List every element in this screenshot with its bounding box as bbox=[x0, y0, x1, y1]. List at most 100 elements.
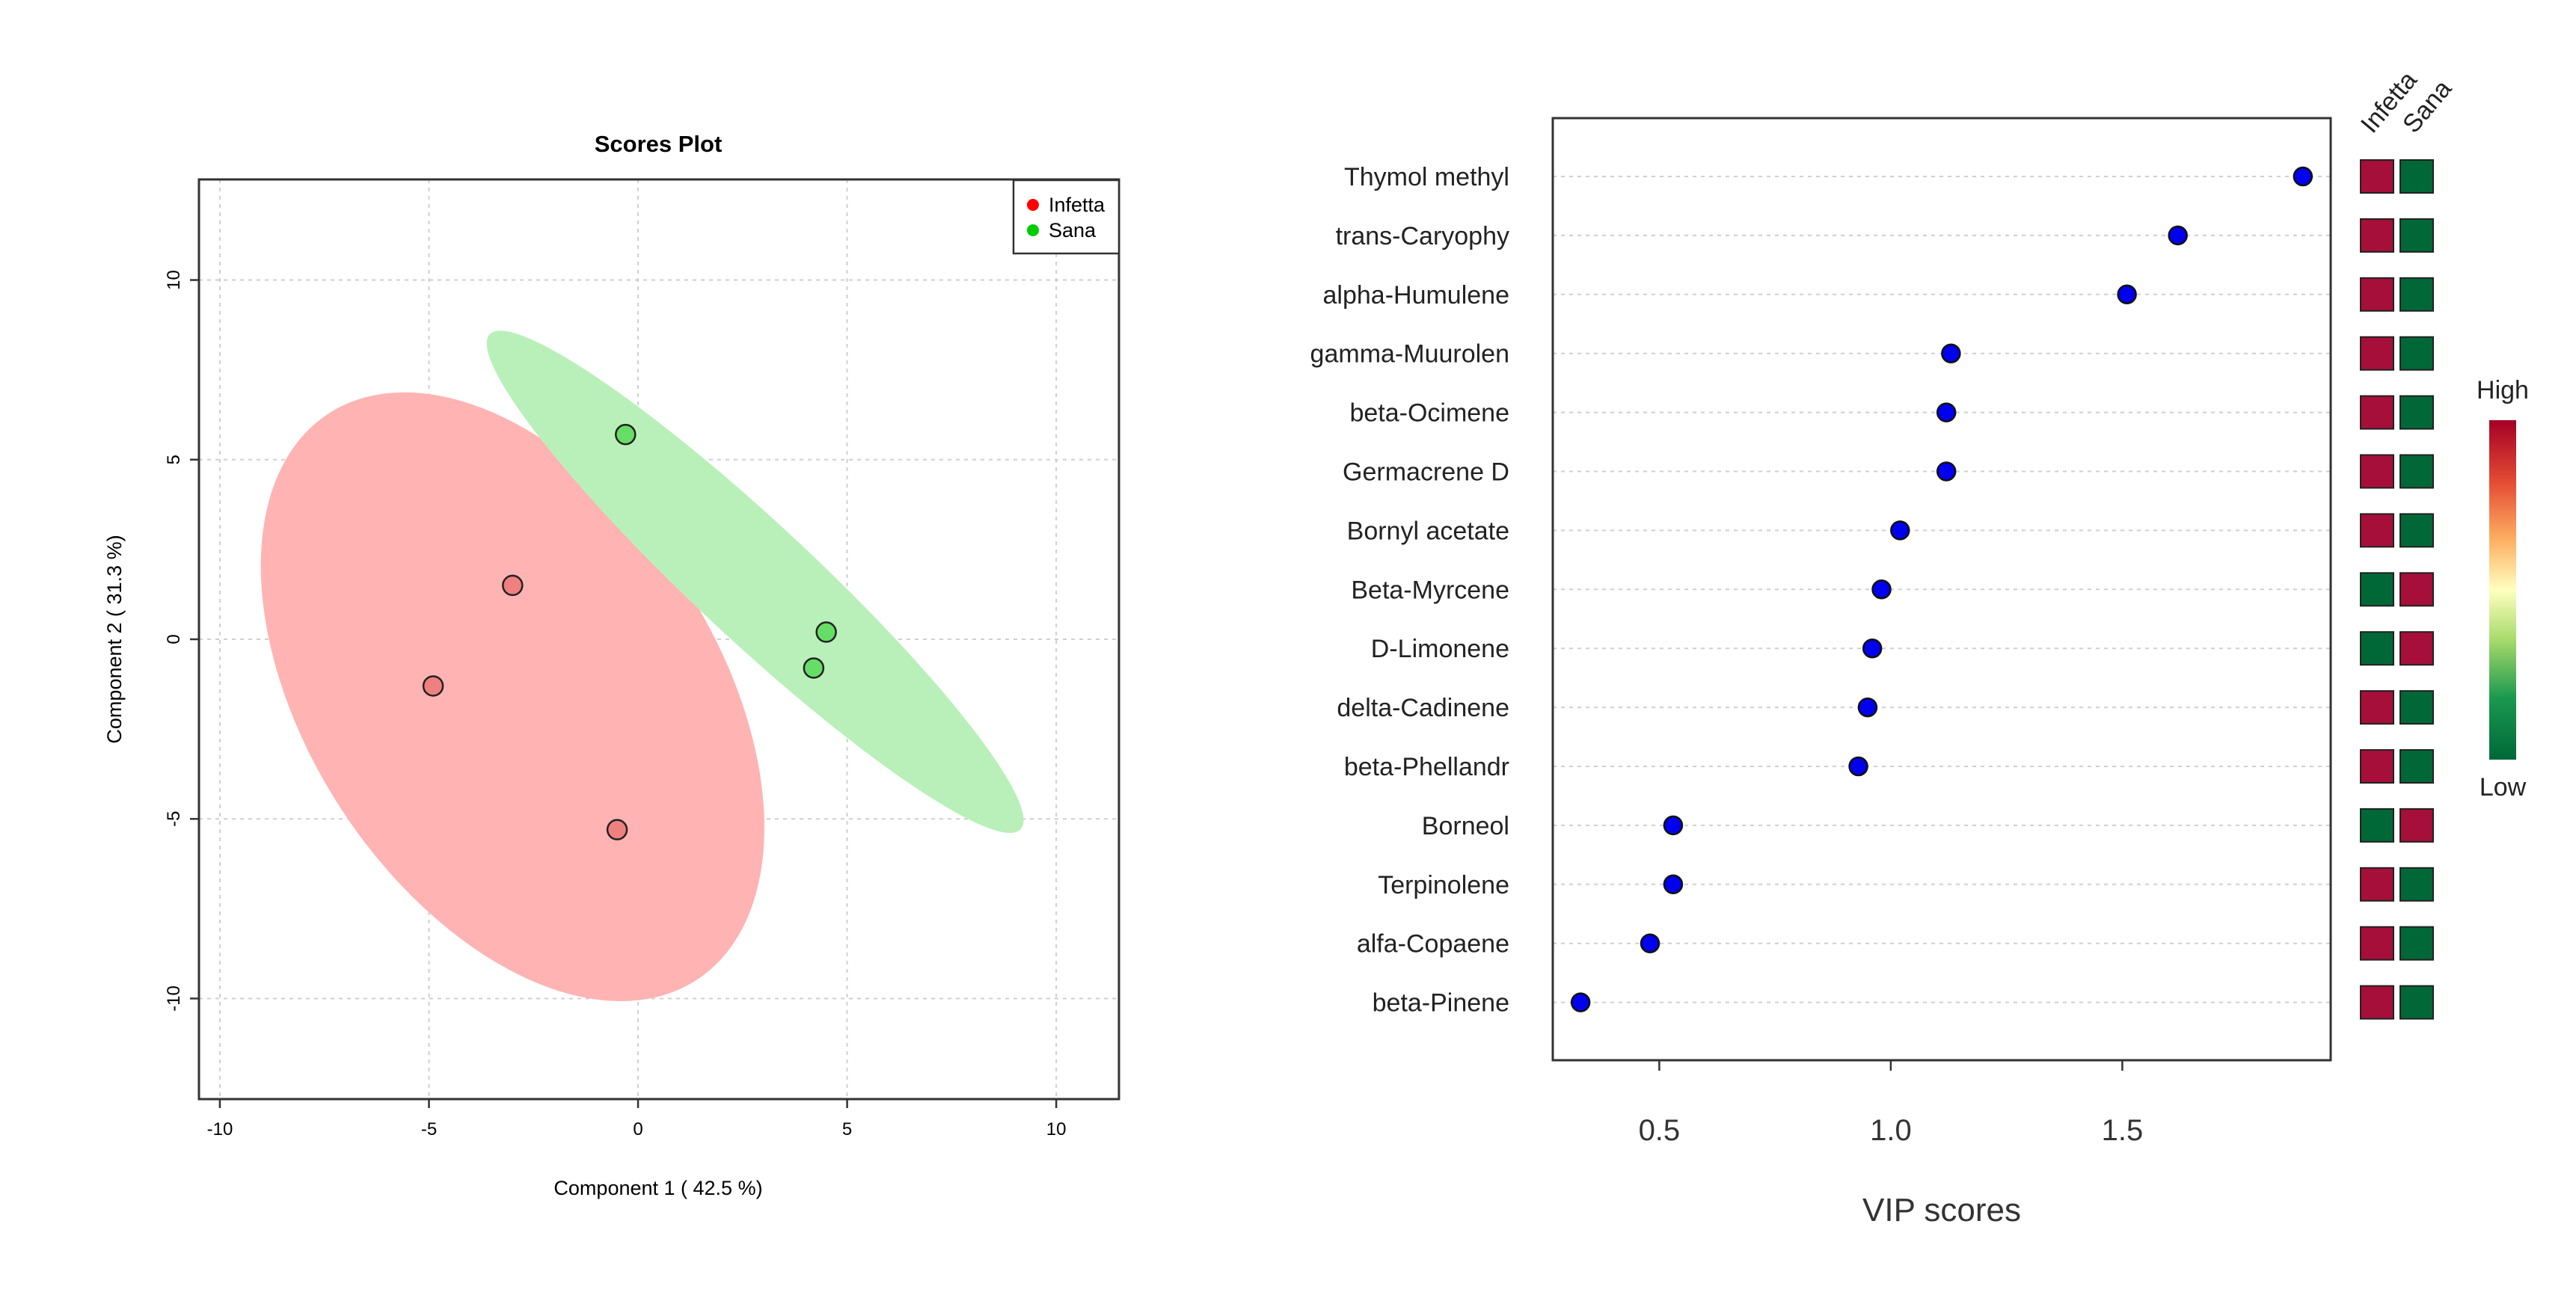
scores-y-axis: 10 5 0 -5 -10 bbox=[164, 270, 200, 1012]
heat-cell-infetta bbox=[2360, 749, 2394, 784]
score-point-sana bbox=[615, 423, 637, 446]
heat-cell-infetta bbox=[2360, 336, 2394, 371]
vip-feature-label: Bornyl acetate bbox=[1347, 517, 1509, 545]
scale-gradient-bar bbox=[2489, 420, 2516, 760]
heat-cell-sana bbox=[2399, 336, 2434, 371]
heat-cell-sana bbox=[2399, 690, 2434, 725]
heat-cell-sana bbox=[2399, 395, 2434, 430]
legend-marker-sana bbox=[1027, 224, 1039, 236]
vip-point bbox=[2117, 284, 2137, 305]
legend-marker-infetta bbox=[1027, 199, 1039, 211]
scale-low-label: Low bbox=[2480, 773, 2527, 802]
heat-cell-infetta bbox=[2360, 985, 2394, 1020]
vip-feature-label: Borneol bbox=[1422, 812, 1509, 840]
vip-point bbox=[1871, 579, 1892, 600]
heat-cell-infetta bbox=[2360, 159, 2394, 194]
scale-high-label: High bbox=[2477, 376, 2529, 404]
vip-feature-label: Beta-Myrcene bbox=[1351, 576, 1509, 604]
scores-y-tick-label: 10 bbox=[164, 270, 184, 290]
scores-y-axis-label: Component 2 ( 31.3 %) bbox=[103, 535, 126, 743]
heat-cell-sana bbox=[2399, 277, 2434, 312]
scores-x-tick-label: 0 bbox=[633, 1119, 643, 1139]
scores-x-tick-label: -5 bbox=[421, 1119, 437, 1139]
heat-cell-sana bbox=[2399, 218, 2434, 253]
vip-point bbox=[1640, 933, 1660, 953]
heat-cell-infetta bbox=[2360, 631, 2394, 666]
heat-cell-sana bbox=[2399, 808, 2434, 843]
vip-feature-label: gamma-Muurolen bbox=[1310, 340, 1509, 369]
vip-point bbox=[1862, 638, 1883, 659]
heat-cell-infetta bbox=[2360, 808, 2394, 843]
heat-cell-sana bbox=[2399, 985, 2434, 1020]
vip-point bbox=[1936, 402, 1957, 422]
ellipse-sana bbox=[486, 330, 1024, 833]
heat-cell-sana bbox=[2399, 926, 2434, 961]
vip-feature-label: beta-Ocimene bbox=[1349, 399, 1509, 428]
vip-point bbox=[1936, 461, 1957, 482]
vip-feature-label: D-Limonene bbox=[1371, 635, 1509, 663]
heat-cell-sana bbox=[2399, 454, 2434, 489]
vip-feature-label: beta-Phellandr bbox=[1344, 753, 1509, 781]
heat-cell-infetta bbox=[2360, 454, 2394, 489]
legend-box bbox=[1012, 179, 1120, 255]
vip-feature-label: Germacrene D bbox=[1343, 458, 1509, 487]
heat-cell-infetta bbox=[2360, 926, 2394, 961]
color-scale: High Low bbox=[2477, 376, 2529, 802]
scores-plot: Scores Plot -10 -5 0 5 10 10 5 0 -5 -10 Componen… bbox=[103, 131, 1120, 1199]
vip-point bbox=[1890, 520, 1910, 541]
scores-ellipses bbox=[260, 330, 1024, 1001]
scores-y-tick-label: 5 bbox=[164, 455, 184, 464]
scores-x-axis: -10 -5 0 5 10 bbox=[207, 1098, 1066, 1139]
vip-feature-labels: Thymol methyl trans-Caryophy alpha-Humulen… bbox=[1310, 163, 1509, 1018]
vip-point bbox=[2168, 225, 2188, 246]
legend-label-infetta: Infetta bbox=[1049, 194, 1105, 216]
heat-cell-sana bbox=[2399, 631, 2434, 666]
vip-feature-label: Terpinolene bbox=[1378, 871, 1509, 899]
vip-points bbox=[1570, 166, 2313, 1012]
heat-cell-infetta bbox=[2360, 572, 2394, 607]
heat-cell-infetta bbox=[2360, 218, 2394, 253]
vip-feature-label: alpha-Humulene bbox=[1323, 281, 1510, 310]
vip-feature-label: Thymol methyl bbox=[1344, 163, 1509, 191]
heat-cell-sana bbox=[2399, 572, 2434, 607]
heat-cell-infetta bbox=[2360, 867, 2394, 902]
vip-point bbox=[1941, 343, 1961, 363]
vip-plot: Thymol methyl trans-Caryophy alpha-Humulen… bbox=[1310, 66, 2529, 1228]
scores-x-axis-label: Component 1 ( 42.5 %) bbox=[553, 1177, 762, 1199]
vip-point bbox=[2293, 166, 2313, 187]
vip-x-tick-label: 1.0 bbox=[1870, 1114, 1912, 1147]
scores-points bbox=[422, 423, 837, 840]
heat-cell-sana bbox=[2399, 749, 2434, 784]
scores-legend: Infetta Sana bbox=[1012, 179, 1120, 255]
vip-feature-label: alfa-Copaene bbox=[1357, 930, 1509, 959]
vip-x-tick-label: 0.5 bbox=[1639, 1114, 1681, 1147]
heat-cell-infetta bbox=[2360, 395, 2394, 430]
ellipse-infetta bbox=[260, 392, 764, 1001]
vip-point bbox=[1848, 756, 1868, 777]
heat-cell-infetta bbox=[2360, 690, 2394, 725]
scores-y-tick-label: -10 bbox=[164, 985, 184, 1012]
vip-feature-label: beta-Pinene bbox=[1373, 989, 1509, 1018]
score-point-infetta bbox=[502, 574, 524, 597]
score-point-sana bbox=[803, 657, 825, 679]
scores-x-tick-label: 5 bbox=[842, 1119, 852, 1139]
vip-feature-label: trans-Caryophy bbox=[1336, 222, 1509, 250]
legend-label-sana: Sana bbox=[1049, 219, 1097, 242]
vip-point bbox=[1857, 697, 1878, 718]
score-point-infetta bbox=[422, 675, 444, 697]
vip-point bbox=[1570, 992, 1591, 1012]
heat-cell-sana bbox=[2399, 513, 2434, 548]
score-point-infetta bbox=[606, 819, 628, 840]
scores-y-tick-label: -5 bbox=[164, 811, 184, 827]
scores-x-tick-label: -10 bbox=[207, 1119, 233, 1139]
vip-x-axis: 0.5 1.0 1.5 bbox=[1639, 1059, 2144, 1147]
vip-point bbox=[1663, 874, 1684, 895]
vip-point bbox=[1663, 815, 1684, 836]
heat-cell-sana bbox=[2399, 867, 2434, 902]
vip-feature-label: delta-Cadinene bbox=[1337, 694, 1509, 722]
heat-cell-sana bbox=[2399, 159, 2434, 194]
vip-x-tick-label: 1.5 bbox=[2102, 1114, 2144, 1147]
scores-y-tick-label: 0 bbox=[164, 634, 184, 644]
vip-x-axis-label: VIP scores bbox=[1862, 1192, 2021, 1228]
